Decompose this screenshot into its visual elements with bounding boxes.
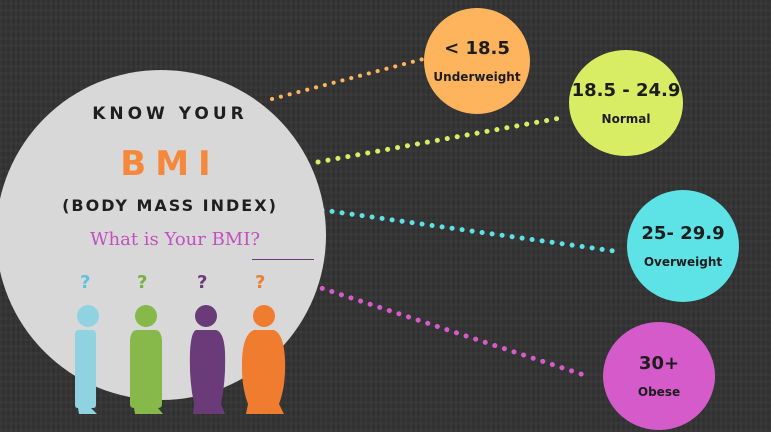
- bubble-underweight: < 18.5 Underweight: [424, 8, 530, 114]
- question-mark-3: ?: [197, 272, 208, 293]
- question-underline: [252, 259, 314, 260]
- title-body-mass-index: (BODY MASS INDEX): [62, 196, 278, 215]
- bubble-obese: 30+ Obese: [603, 322, 715, 430]
- connector-obese: [300, 279, 593, 380]
- connector-underweight: [270, 56, 429, 101]
- normal-range: 18.5 - 24.9: [571, 80, 681, 102]
- title-know-your: KNOW YOUR: [92, 104, 248, 124]
- overweight-label: Overweight: [643, 254, 723, 269]
- figure-normal: [130, 305, 163, 414]
- underweight-range: < 18.5: [444, 38, 510, 60]
- figure-obese: [242, 305, 286, 414]
- normal-label: Normal: [601, 111, 651, 126]
- connector-normal: [315, 114, 569, 165]
- question-mark-1: ?: [80, 272, 91, 293]
- question-text: What is Your BMI?: [90, 229, 260, 250]
- connector-overweight: [319, 207, 617, 254]
- bubble-overweight: 25- 29.9 Overweight: [627, 190, 739, 302]
- figure-overweight: [189, 305, 226, 414]
- obese-range: 30+: [638, 353, 680, 375]
- obese-label: Obese: [637, 384, 681, 399]
- title-bmi: BMI: [120, 144, 220, 184]
- underweight-label: Underweight: [433, 69, 521, 84]
- figure-underweight: [75, 305, 99, 414]
- bubble-normal: 18.5 - 24.9 Normal: [569, 50, 683, 156]
- overweight-range: 25- 29.9: [641, 223, 725, 245]
- question-mark-2: ?: [137, 272, 148, 293]
- question-mark-4: ?: [255, 272, 266, 293]
